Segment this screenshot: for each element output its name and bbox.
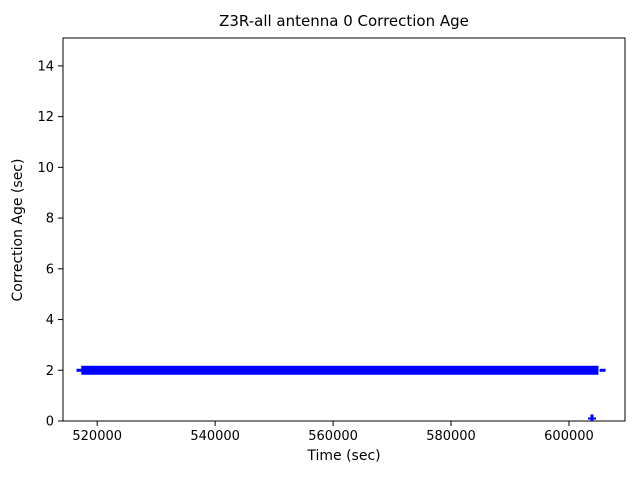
x-tick-label: 560000 (308, 429, 358, 444)
y-tick-label: 14 (37, 59, 54, 74)
y-tick-label: 2 (46, 364, 54, 379)
data-marker (599, 368, 606, 372)
x-tick-label: 600000 (544, 429, 594, 444)
y-tick-label: 10 (37, 161, 54, 176)
y-tick-label: 4 (46, 313, 54, 328)
x-axis-label: Time (sec) (307, 448, 381, 464)
y-tick-label: 12 (37, 110, 54, 125)
x-tick-label: 580000 (426, 429, 476, 444)
y-axis-label: Correction Age (sec) (10, 158, 26, 302)
data-marker (76, 368, 83, 372)
chart-title: Z3R-all antenna 0 Correction Age (219, 12, 469, 30)
y-tick-label: 0 (46, 415, 54, 430)
data-band (81, 365, 599, 375)
y-tick-label: 6 (46, 262, 54, 277)
x-tick-label: 520000 (72, 429, 122, 444)
outlier-marker (587, 417, 596, 420)
y-tick-label: 8 (46, 212, 54, 227)
x-tick-label: 540000 (190, 429, 240, 444)
plot-area (62, 37, 626, 422)
